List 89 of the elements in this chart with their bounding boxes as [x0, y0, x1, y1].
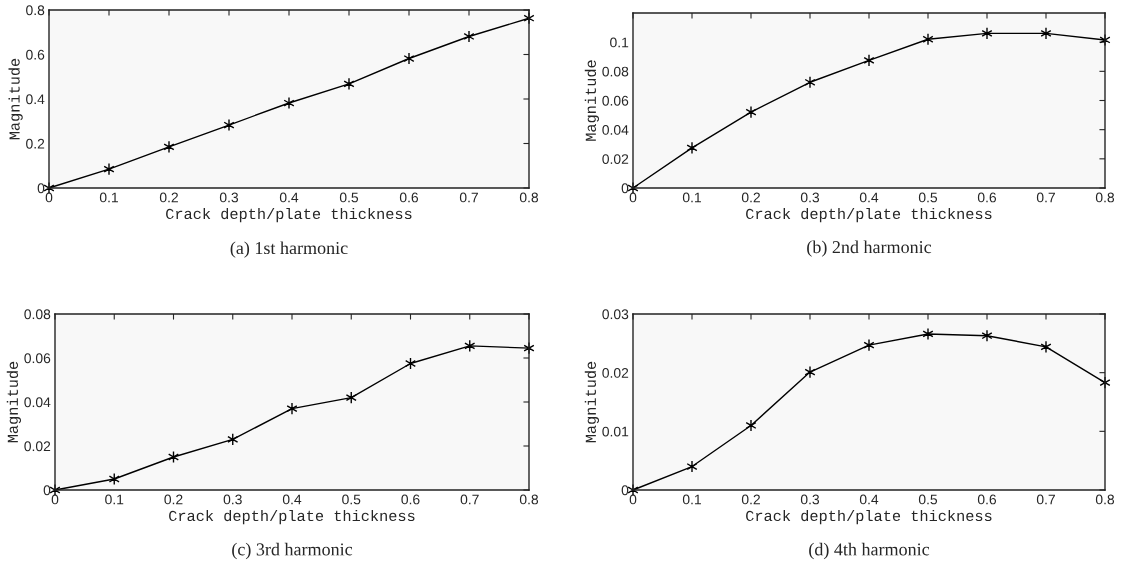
point: [403, 52, 415, 65]
y-tick-label: 0: [621, 183, 629, 194]
point: [223, 118, 235, 132]
x-axis-title: Crack depth/plate thickness: [746, 509, 992, 525]
x-tick-label: 0.4: [282, 494, 302, 505]
point: [745, 419, 757, 432]
y-tick-label: 0.2: [26, 138, 45, 149]
x-tick-label: 0.3: [800, 192, 820, 203]
x-tick-label: 0.6: [977, 192, 997, 203]
point: [283, 96, 295, 110]
x-tick-label: 0.3: [219, 192, 239, 203]
x-tick-label: 0.5: [918, 494, 938, 505]
point: [922, 327, 934, 341]
x-tick-label: 0.7: [460, 494, 479, 505]
point: [804, 365, 816, 379]
x-tick-label: 0.7: [459, 192, 478, 203]
y-tick-label: 0.02: [24, 441, 51, 452]
x-tick-label: 0.4: [279, 192, 299, 203]
x-axis-title: Crack depth/plate thickness: [166, 207, 412, 223]
y-tick-label: 0.1: [610, 37, 629, 48]
x-tick-label: 0.2: [741, 494, 760, 505]
point: [286, 402, 298, 415]
y-tick-label: 0.06: [24, 353, 51, 364]
text: (a) 1st harmonic: [230, 241, 348, 258]
x-tick-label: 0.5: [339, 192, 359, 203]
point: [745, 105, 757, 119]
y-tick-label: 0.02: [602, 368, 629, 378]
point: [981, 329, 993, 342]
x-tick-label: 0.4: [859, 192, 879, 203]
x-tick-label: 0.8: [519, 494, 539, 505]
y-tick-label: 0.6: [26, 49, 45, 60]
x-tick-label: 0.2: [159, 192, 178, 203]
x-tick-label: 0: [51, 494, 59, 505]
point: [343, 77, 355, 91]
x-tick-label: 0.4: [859, 494, 879, 505]
point: [463, 30, 475, 43]
point: [686, 460, 698, 473]
point: [1040, 27, 1052, 40]
text: (d) 4th harmonic: [809, 542, 930, 560]
point: [163, 140, 175, 154]
point: [863, 338, 875, 352]
x-tick-label: 0.7: [1036, 192, 1055, 203]
y-tick-label: 0: [37, 183, 45, 194]
x-tick-label: 0: [629, 192, 637, 203]
y-tick-label: 0.04: [602, 125, 629, 135]
x-tick-label: 0.7: [1036, 494, 1055, 505]
y-tick-label: 0: [43, 485, 51, 496]
x-tick-label: 0.8: [1095, 494, 1115, 505]
x-tick-label: 0.1: [105, 494, 124, 505]
y-axis-title: Magnitude: [8, 58, 23, 140]
x-tick-label: 0.3: [800, 494, 820, 505]
y-axis-title: Magnitude: [584, 60, 600, 141]
y-tick-label: 0.8: [26, 5, 45, 16]
y-tick-label: 0.08: [24, 309, 51, 320]
x-tick-label: 0.2: [741, 192, 760, 203]
x-tick-label: 0: [629, 494, 637, 505]
x-tick-label: 0.2: [164, 494, 183, 505]
x-tick-label: 0.6: [399, 192, 419, 203]
text: (c) 3rd harmonic: [232, 542, 353, 560]
y-tick-label: 0.02: [602, 154, 629, 164]
y-axis-title: Magnitude: [584, 361, 600, 443]
y-tick-label: 0.01: [602, 426, 629, 437]
x-tick-label: 0.5: [342, 494, 361, 505]
x-tick-label: 0.6: [401, 494, 420, 505]
y-tick-label: 0.08: [602, 66, 629, 77]
text: (b) 2nd harmonic: [807, 240, 932, 257]
x-tick-label: 0.5: [918, 192, 938, 203]
x-tick-label: 0.3: [223, 494, 242, 505]
x-tick-label: 0.6: [977, 494, 997, 505]
x-axis-title: Crack depth/plate thickness: [746, 207, 992, 223]
point: [103, 162, 115, 176]
point: [863, 54, 875, 67]
y-tick-label: 0: [621, 485, 629, 496]
x-tick-label: 0.8: [1095, 192, 1115, 203]
point: [922, 32, 934, 46]
point: [1040, 340, 1052, 354]
point: [981, 27, 993, 40]
y-tick-label: 0.06: [602, 95, 629, 106]
x-tick-label: 0.1: [682, 494, 701, 505]
point: [686, 141, 698, 155]
y-tick-label: 0.03: [602, 309, 629, 320]
x-tick-label: 0.8: [519, 192, 539, 203]
x-tick-label: 0.1: [682, 192, 701, 203]
point: [804, 76, 816, 89]
y-tick-label: 0.04: [24, 397, 51, 408]
x-axis-title: Crack depth/plate thickness: [169, 509, 415, 525]
y-tick-label: 0.4: [26, 94, 45, 105]
y-axis-title: Magnitude: [6, 361, 22, 443]
x-tick-label: 0.1: [99, 192, 118, 203]
